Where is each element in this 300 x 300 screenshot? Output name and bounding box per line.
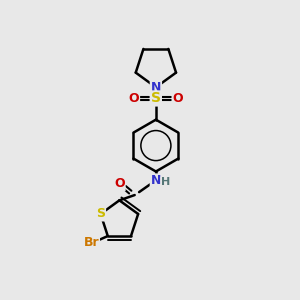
Text: O: O — [114, 177, 125, 190]
Text: O: O — [128, 92, 139, 105]
Text: Br: Br — [84, 236, 99, 249]
Text: H: H — [161, 177, 170, 187]
Text: S: S — [96, 208, 105, 220]
Text: N: N — [151, 81, 161, 94]
Text: N: N — [151, 174, 161, 188]
Text: O: O — [173, 92, 183, 105]
Text: S: S — [151, 92, 161, 106]
